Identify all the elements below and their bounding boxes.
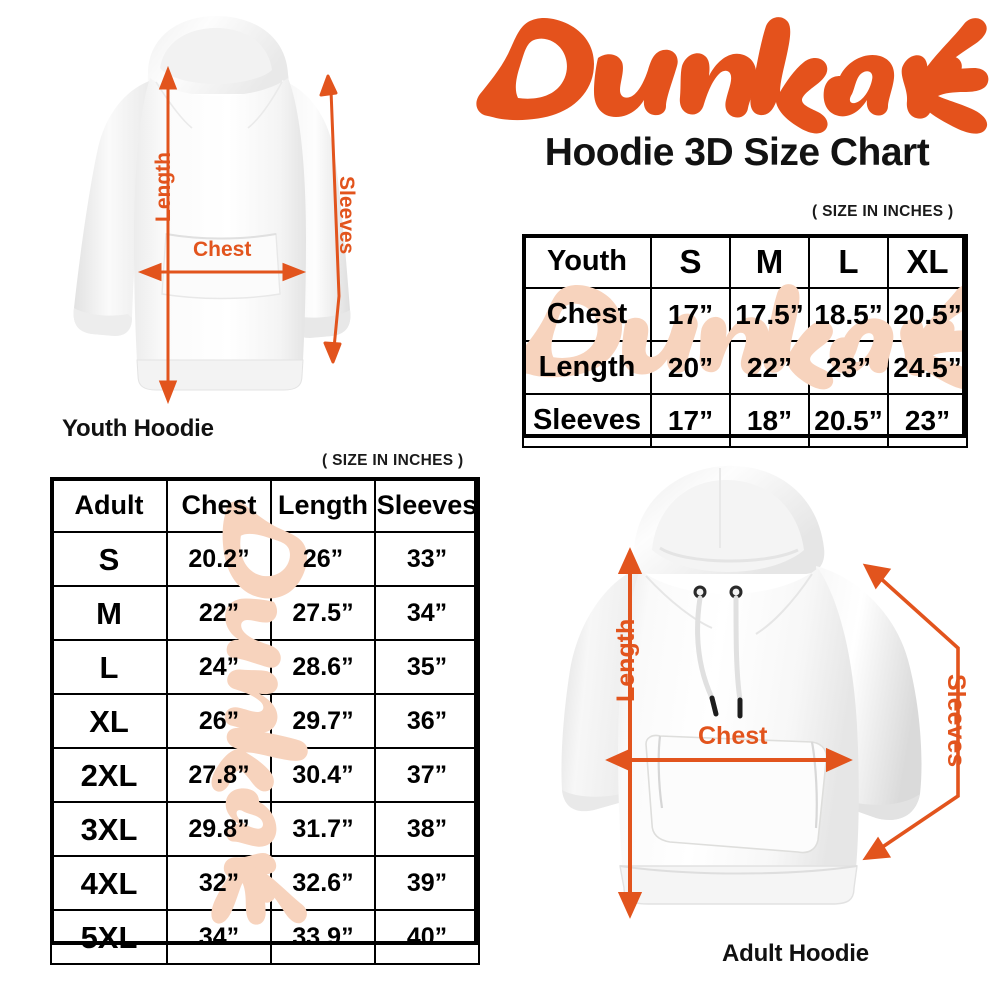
adult-col-header-sleeves: Sleeves	[374, 477, 480, 533]
adult-cell-m-sleeves: 34”	[374, 585, 480, 641]
adult-size-label-3xl: 3XL	[50, 801, 168, 857]
adult-hoodie-garment	[561, 465, 922, 905]
youth-cell-sleeves-m: 18”	[729, 393, 810, 448]
adult-size-label-4xl: 4XL	[50, 855, 168, 911]
youth-chest-label: Chest	[193, 238, 252, 261]
youth-cell-sleeves-l: 20.5”	[808, 393, 889, 448]
adult-cell-xl-sleeves: 36”	[374, 693, 480, 749]
table-row: M 22” 27.5” 34”	[50, 585, 480, 641]
adult-cell-l-sleeves: 35”	[374, 639, 480, 695]
youth-cell-chest-xl: 20.5”	[887, 287, 968, 342]
adult-hoodie-illustration: Length Chest Sleeves	[560, 452, 1000, 934]
adult-cell-4xl-length: 32.6”	[270, 855, 376, 911]
page-title: Hoodie 3D Size Chart	[544, 131, 930, 174]
table-row: Adult Chest Length Sleeves	[50, 477, 480, 533]
adult-size-label-xl: XL	[50, 693, 168, 749]
adult-cell-5xl-length: 33.9”	[270, 909, 376, 965]
adult-chest-arrow	[605, 747, 853, 773]
adult-length-arrow	[617, 547, 643, 919]
youth-hoodie-caption: Youth Hoodie	[62, 415, 214, 442]
youth-hoodie-garment	[73, 16, 351, 391]
youth-cell-chest-l: 18.5”	[808, 287, 889, 342]
adult-cell-4xl-sleeves: 39”	[374, 855, 480, 911]
adult-chest-label: Chest	[698, 722, 768, 750]
adult-size-table-container: Adult Chest Length Sleeves S 20.2” 26” 33” M 22” 2…	[50, 477, 480, 965]
youth-size-table: Youth S M L XL Chest 17” 17.5” 18.5” 20.5” Length 2…	[522, 234, 968, 448]
youth-sleeves-label: Sleeves	[335, 176, 358, 255]
youth-cell-sleeves-xl: 23”	[887, 393, 968, 448]
adult-cell-s-sleeves: 33”	[374, 531, 480, 587]
adult-cell-l-length: 28.6”	[270, 639, 376, 695]
youth-cell-length-l: 23”	[808, 340, 889, 395]
adult-size-label-2xl: 2XL	[50, 747, 168, 803]
youth-corner-label: Youth	[522, 234, 652, 289]
adult-cell-2xl-chest: 27.8”	[166, 747, 272, 803]
table-row: L 24” 28.6” 35”	[50, 639, 480, 695]
adult-cell-2xl-length: 30.4”	[270, 747, 376, 803]
table-row: Length 20” 22” 23” 24.5”	[522, 340, 968, 395]
table-row: XL 26” 29.7” 36”	[50, 693, 480, 749]
adult-cell-s-length: 26”	[270, 531, 376, 587]
table-row: Sleeves 17” 18” 20.5” 23”	[522, 393, 968, 448]
adult-cell-5xl-chest: 34”	[166, 909, 272, 965]
adult-cell-l-chest: 24”	[166, 639, 272, 695]
adult-length-label: Length	[612, 618, 640, 702]
adult-size-label-l: L	[50, 639, 168, 695]
youth-cell-length-xl: 24.5”	[887, 340, 968, 395]
adult-size-unit-note: ( SIZE IN INCHES )	[322, 452, 464, 469]
youth-chest-arrow	[137, 262, 307, 282]
youth-size-table-container: Youth S M L XL Chest 17” 17.5” 18.5” 20.5” Length 2…	[522, 234, 968, 448]
adult-size-label-s: S	[50, 531, 168, 587]
youth-cell-chest-s: 17”	[650, 287, 731, 342]
youth-row-label-chest: Chest	[522, 287, 652, 342]
adult-cell-xl-length: 29.7”	[270, 693, 376, 749]
table-row: Chest 17” 17.5” 18.5” 20.5”	[522, 287, 968, 342]
adult-cell-3xl-chest: 29.8”	[166, 801, 272, 857]
adult-cell-m-length: 27.5”	[270, 585, 376, 641]
youth-length-label: Length	[152, 152, 175, 222]
adult-size-label-5xl: 5XL	[50, 909, 168, 965]
youth-cell-length-m: 22”	[729, 340, 810, 395]
adult-cell-2xl-sleeves: 37”	[374, 747, 480, 803]
youth-size-header-l: L	[808, 234, 889, 289]
table-row: S 20.2” 26” 33”	[50, 531, 480, 587]
youth-cell-sleeves-s: 17”	[650, 393, 731, 448]
adult-col-header-chest: Chest	[166, 477, 272, 533]
youth-cell-chest-m: 17.5”	[729, 287, 810, 342]
adult-sleeves-arrow	[862, 563, 960, 861]
table-row: 2XL 27.8” 30.4” 37”	[50, 747, 480, 803]
youth-sleeves-arrow	[319, 74, 342, 364]
adult-size-label-m: M	[50, 585, 168, 641]
adult-cell-xl-chest: 26”	[166, 693, 272, 749]
table-row: Youth S M L XL	[522, 234, 968, 289]
adult-cell-s-chest: 20.2”	[166, 531, 272, 587]
adult-hoodie-caption: Adult Hoodie	[722, 940, 869, 967]
table-row: 3XL 29.8” 31.7” 38”	[50, 801, 480, 857]
youth-size-header-s: S	[650, 234, 731, 289]
adult-cell-m-chest: 22”	[166, 585, 272, 641]
youth-size-header-xl: XL	[887, 234, 968, 289]
adult-sleeves-label: Sleeves	[942, 674, 970, 768]
youth-length-arrow	[158, 65, 178, 405]
youth-row-label-length: Length	[522, 340, 652, 395]
adult-corner-label: Adult	[50, 477, 168, 533]
adult-size-table: Adult Chest Length Sleeves S 20.2” 26” 33” M 22” 2…	[50, 477, 480, 965]
youth-row-label-sleeves: Sleeves	[522, 393, 652, 448]
youth-size-header-m: M	[729, 234, 810, 289]
adult-cell-3xl-sleeves: 38”	[374, 801, 480, 857]
youth-cell-length-s: 20”	[650, 340, 731, 395]
adult-cell-4xl-chest: 32”	[166, 855, 272, 911]
table-row: 4XL 32” 32.6” 39”	[50, 855, 480, 911]
youth-size-unit-note: ( SIZE IN INCHES )	[812, 203, 954, 220]
adult-cell-5xl-sleeves: 40”	[374, 909, 480, 965]
youth-hoodie-illustration: Length Chest Sleeves	[40, 8, 460, 408]
table-row: 5XL 34” 33.9” 40”	[50, 909, 480, 965]
brand-logo	[470, 6, 990, 134]
adult-col-header-length: Length	[270, 477, 376, 533]
adult-cell-3xl-length: 31.7”	[270, 801, 376, 857]
